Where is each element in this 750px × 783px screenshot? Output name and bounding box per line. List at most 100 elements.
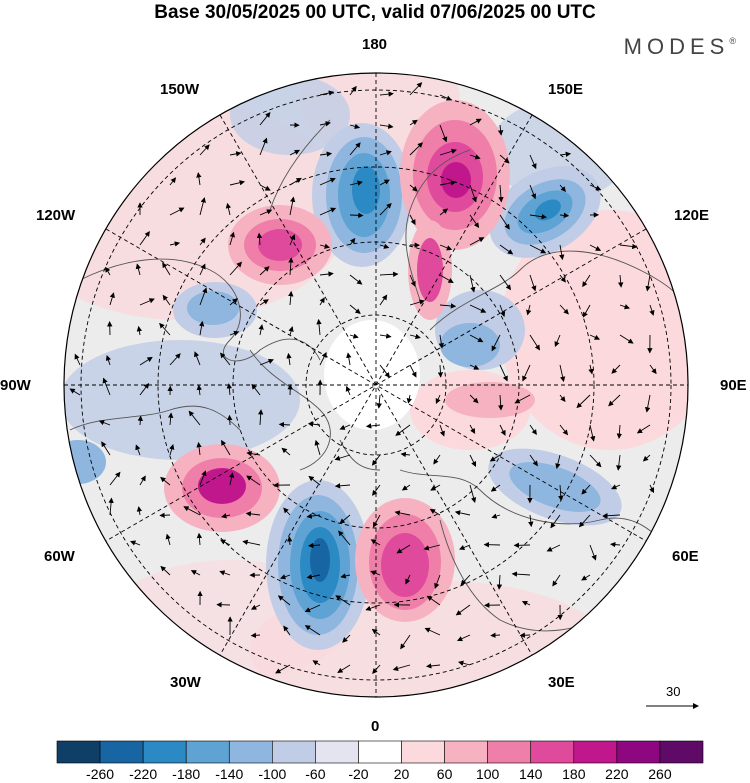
wind-arrow: [316, 318, 322, 336]
wind-arrow: [349, 333, 359, 339]
wind-arrow: [559, 304, 569, 315]
wind-arrow: [349, 123, 361, 129]
wind-arrow: [334, 483, 351, 489]
wind-arrow: [379, 271, 399, 277]
wind-arrow: [405, 574, 411, 585]
wind-arrow: [379, 202, 392, 216]
wind-arrow: [349, 274, 363, 285]
map-boundary: [63, 72, 689, 698]
wind-arrow: [319, 90, 335, 96]
colorbar-tick-label: -260: [86, 766, 115, 782]
wind-arrow: [139, 382, 150, 396]
colorbar-swatch: [142, 740, 187, 764]
wind-arrow: [469, 394, 479, 404]
wind-arrow: [610, 541, 621, 548]
lon-label-30w: 30W: [170, 674, 201, 691]
high-anomaly-scandinavia: [355, 498, 455, 622]
wind-arrow: [409, 82, 423, 96]
wind-arrow: [649, 484, 655, 494]
colorbar-swatch: [659, 740, 704, 764]
wind-arrow: [246, 450, 261, 457]
pole-neutral: [324, 320, 420, 430]
wind-arrow: [259, 111, 271, 126]
wind-arrow: [499, 244, 514, 255]
wind-arrow: [228, 472, 235, 486]
wind-arrow: [619, 304, 630, 310]
wind-arrow: [196, 441, 202, 456]
registered-mark: ®: [729, 36, 736, 46]
wind-arrow: [469, 214, 480, 229]
wind-arrow: [490, 484, 501, 492]
wind-arrow: [306, 513, 321, 519]
wind-arrow: [226, 383, 232, 396]
wind-arrow: [289, 196, 296, 216]
lon-label-60w: 60W: [44, 548, 75, 565]
wind-arrow: [400, 451, 411, 458]
wind-arrow: [349, 142, 361, 156]
wind-arrow: [529, 244, 547, 254]
wind-arrow: [469, 154, 481, 160]
wind-arrow: [250, 604, 261, 610]
wind-arrow: [616, 424, 623, 439]
wind-arrow: [529, 274, 537, 292]
wind-arrow: [349, 304, 361, 314]
wind-arrow: [401, 484, 411, 491]
wind-arrow: [190, 570, 201, 576]
wind-arrow: [229, 298, 238, 306]
wind-arrow: [499, 154, 510, 164]
wind-arrow: [365, 423, 381, 429]
lon-label-150w: 150W: [160, 81, 200, 98]
colorbar-swatch: [272, 740, 316, 764]
wind-arrow: [522, 364, 531, 382]
wind-arrow: [105, 355, 111, 366]
wind-arrow: [611, 364, 621, 374]
colorbar-tick-label: -20: [348, 766, 369, 782]
wind-arrow: [101, 441, 111, 456]
wind-arrow: [259, 137, 268, 156]
wind-arrow: [409, 333, 421, 340]
wind-arrow: [559, 151, 572, 157]
wind-arrow: [526, 304, 532, 316]
lon-label-180: 180: [362, 36, 388, 53]
wind-arrow: [430, 484, 441, 491]
wind-arrow: [469, 454, 477, 468]
wind-arrow: [372, 484, 381, 496]
wind-arrow: [246, 475, 261, 486]
wind-arrow: [229, 330, 240, 336]
wind-arrow: [528, 514, 534, 528]
wind-arrow: [409, 184, 418, 192]
wind-arrow: [108, 497, 114, 516]
colorbar-swatch: [56, 740, 101, 764]
wind-arrow: [550, 514, 561, 529]
colorbar-tick-label: 180: [562, 766, 586, 782]
wind-arrow: [308, 542, 321, 549]
colorbar-swatch: [185, 740, 230, 764]
wind-arrow: [288, 257, 294, 276]
wind-arrow: [312, 660, 321, 666]
wind-arrow: [275, 664, 291, 674]
wind-arrow: [396, 544, 411, 554]
wind-arrow: [319, 207, 337, 216]
wind-arrow: [335, 595, 351, 606]
wind-arrow: [288, 290, 294, 306]
wind-arrow: [460, 574, 471, 586]
wind-arrow: [644, 394, 651, 413]
wind-arrow: [139, 230, 150, 246]
wind-arrow: [529, 454, 538, 467]
wind-arrow: [160, 476, 171, 486]
wind-arrow: [372, 514, 381, 528]
wind-arrow: [616, 454, 622, 471]
wind-arrow: [259, 266, 270, 276]
wind-arrow: [196, 532, 203, 546]
wind-arrow: [308, 475, 321, 486]
wind-arrow: [319, 243, 330, 249]
wind-arrow: [259, 358, 274, 366]
high-anomaly-kamchatka-tail: [408, 220, 452, 320]
wind-arrow: [139, 475, 146, 486]
wind-arrow: [424, 627, 441, 636]
lon-label-150e: 150E: [548, 81, 584, 98]
low-anomaly-siberia: [488, 448, 622, 526]
wind-arrow: [307, 421, 321, 427]
low-anomaly-n-atlantic: [266, 480, 370, 650]
